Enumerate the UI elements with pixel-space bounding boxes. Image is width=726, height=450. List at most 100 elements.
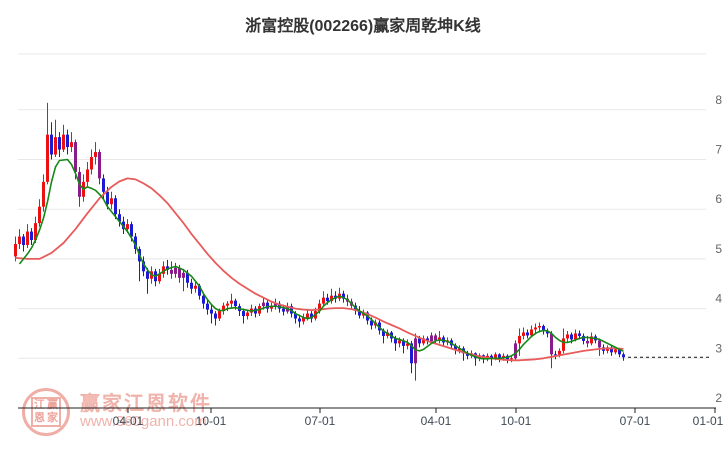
- candle-body: [514, 343, 517, 359]
- candle-body: [110, 198, 113, 205]
- candle-body: [62, 134, 65, 150]
- candle-body: [226, 303, 229, 306]
- candle-body: [294, 313, 297, 319]
- candle-body: [70, 142, 73, 148]
- candle-body: [214, 313, 217, 319]
- candle-body: [394, 338, 397, 344]
- candle-body: [14, 243, 17, 257]
- candle-body: [382, 330, 385, 336]
- candle-body: [298, 318, 301, 322]
- y-axis-label: 8: [715, 93, 722, 107]
- candle-body: [234, 300, 237, 307]
- candle-body: [170, 269, 173, 274]
- x-axis-label: 10-01: [196, 414, 227, 428]
- candle-body: [566, 334, 569, 339]
- seal-char: 江: [34, 399, 45, 411]
- candle-body: [526, 332, 529, 336]
- y-axis-label: 4: [715, 292, 722, 306]
- candle-body: [246, 312, 249, 317]
- candle-body: [370, 320, 373, 326]
- candle-body: [134, 236, 137, 249]
- ma-line-slow-red: [15, 177, 624, 362]
- candle-body: [490, 355, 493, 359]
- candle-body: [106, 191, 109, 205]
- candle-body: [498, 354, 501, 359]
- candle-body: [414, 338, 417, 364]
- candle-body: [622, 354, 625, 358]
- candle-body: [542, 325, 545, 331]
- candle-body: [130, 224, 133, 237]
- x-axis-label: 10-01: [501, 414, 532, 428]
- y-axis-label: 6: [715, 192, 722, 206]
- page-title: 浙富控股(002266)赢家周乾坤K线: [245, 18, 481, 35]
- candle-body: [554, 354, 557, 356]
- candle-body: [34, 223, 37, 241]
- candle-body: [610, 347, 613, 353]
- candle-body: [158, 273, 161, 282]
- candle-body: [210, 309, 213, 314]
- candle-body: [174, 267, 177, 274]
- candle-body: [98, 152, 101, 179]
- candle-body: [114, 198, 117, 215]
- ma-line-fast-green: [18, 158, 624, 360]
- candle-body: [578, 333, 581, 336]
- candle-body: [46, 134, 49, 182]
- candle-body: [570, 334, 573, 340]
- candle-body: [322, 297, 325, 304]
- candle-body: [326, 297, 329, 302]
- candle-body: [342, 293, 345, 299]
- candle-body: [574, 333, 577, 340]
- candle-body: [434, 335, 437, 341]
- candle-body: [306, 313, 309, 318]
- candle-body: [66, 134, 69, 148]
- candle-body: [18, 236, 21, 244]
- candle-body: [126, 224, 129, 230]
- candle-body: [230, 300, 233, 304]
- candle-body: [546, 330, 549, 334]
- candle-body: [614, 349, 617, 353]
- candle-body: [58, 137, 61, 150]
- candle-body: [54, 137, 57, 155]
- candle-body: [410, 343, 413, 364]
- seal-char: 家: [47, 412, 58, 424]
- candle-body: [178, 267, 181, 278]
- seal-char: 恩: [34, 412, 45, 424]
- candle-body: [422, 338, 425, 344]
- candle-body: [510, 358, 513, 360]
- y-axis-label: 2: [715, 391, 722, 405]
- candle-body: [586, 340, 589, 344]
- candle-body: [94, 152, 97, 158]
- candle-body: [146, 271, 149, 279]
- candle-body: [430, 335, 433, 342]
- candle-body: [102, 178, 105, 192]
- candle-body: [558, 350, 561, 356]
- brand-seal-characters: 江 赢 恩 家: [31, 397, 61, 427]
- candle-body: [330, 295, 333, 302]
- candle-body: [282, 308, 285, 312]
- candle-body: [266, 302, 269, 309]
- candle-body: [454, 345, 457, 351]
- candle-body: [182, 272, 185, 278]
- candle-body: [530, 329, 533, 336]
- candle-body: [118, 214, 121, 222]
- candle-body: [550, 333, 553, 355]
- candle-body: [90, 157, 93, 170]
- candle-body: [398, 340, 401, 344]
- x-axis-label: 04-01: [421, 414, 452, 428]
- candle-body: [402, 340, 405, 346]
- candle-body: [358, 310, 361, 316]
- watermark-brand-text: 赢家江恩软件: [80, 393, 212, 415]
- candle-body: [438, 337, 441, 341]
- candle-body: [562, 338, 565, 351]
- candle-body: [50, 134, 53, 155]
- candle-body: [186, 272, 189, 283]
- candle-body: [22, 236, 25, 245]
- candle-body: [74, 142, 77, 172]
- candle-body: [218, 311, 221, 319]
- candle-body: [302, 317, 305, 322]
- candle-body: [142, 261, 145, 272]
- candle-body: [194, 285, 197, 289]
